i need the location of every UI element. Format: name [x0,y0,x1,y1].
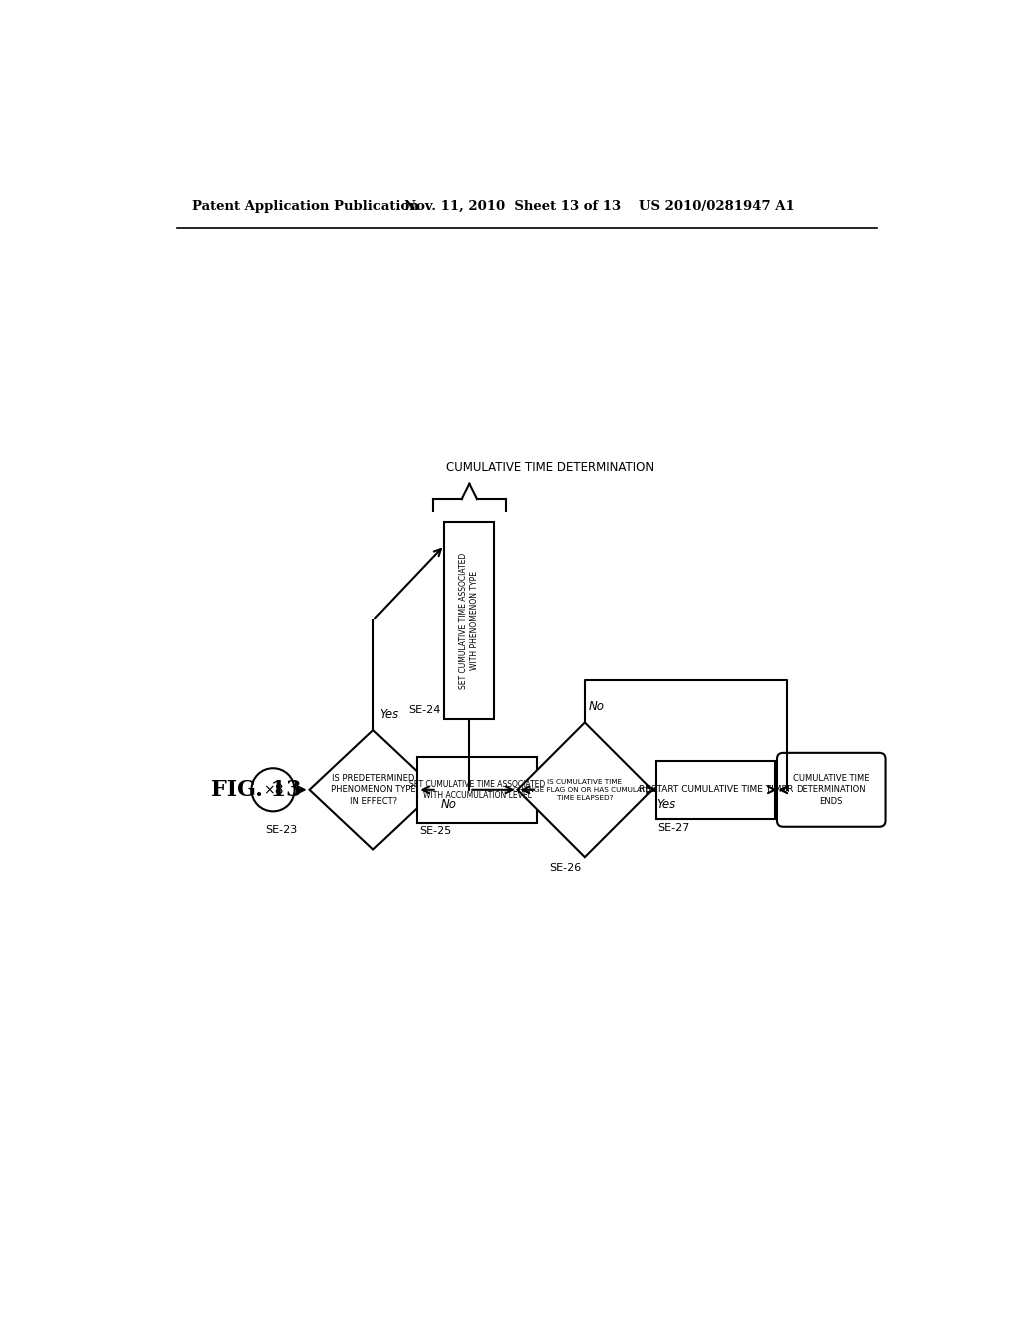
Bar [418,758,537,822]
Text: ×8: ×8 [263,783,284,797]
Text: SE-24: SE-24 [409,705,440,714]
Text: CUMULATIVE TIME DETERMINATION: CUMULATIVE TIME DETERMINATION [446,462,654,474]
Text: SE-27: SE-27 [657,822,690,833]
Text: SET CUMULATIVE TIME ASSOCIATED
WITH PHENOMENON TYPE: SET CUMULATIVE TIME ASSOCIATED WITH PHEN… [460,552,479,689]
Text: IS PREDETERMINED
PHENOMENON TYPE
IN EFFECT?: IS PREDETERMINED PHENOMENON TYPE IN EFFE… [331,774,416,807]
Text: SE-26: SE-26 [549,863,581,874]
Bar [444,523,495,718]
Text: SET CUMULATIVE TIME ASSOCIATED
WITH ACCUMULATION LEVEL: SET CUMULATIVE TIME ASSOCIATED WITH ACCU… [409,780,545,800]
Text: RESTART CUMULATIVE TIME TIMER: RESTART CUMULATIVE TIME TIMER [639,785,793,795]
Text: SE-23: SE-23 [265,825,298,836]
Text: Patent Application Publication: Patent Application Publication [193,199,419,213]
Text: US 2010/0281947 A1: US 2010/0281947 A1 [639,199,795,213]
Text: Yes: Yes [656,797,676,810]
Circle shape [252,768,295,812]
FancyBboxPatch shape [777,752,886,826]
Text: Yes: Yes [379,708,398,721]
Polygon shape [309,730,436,850]
Text: No: No [589,700,605,713]
Text: No: No [440,797,457,810]
Text: FIG. 13: FIG. 13 [211,779,302,801]
Polygon shape [517,722,652,857]
Text: Nov. 11, 2010  Sheet 13 of 13: Nov. 11, 2010 Sheet 13 of 13 [403,199,621,213]
Text: SE-25: SE-25 [419,826,452,837]
Text: CUMULATIVE TIME
DETERMINATION
ENDS: CUMULATIVE TIME DETERMINATION ENDS [793,774,869,805]
Bar [656,760,775,818]
Text: IS CUMULATIVE TIME
CHANGE FLAG ON OR HAS CUMULATIVE
TIME ELAPSED?: IS CUMULATIVE TIME CHANGE FLAG ON OR HAS… [513,779,657,800]
